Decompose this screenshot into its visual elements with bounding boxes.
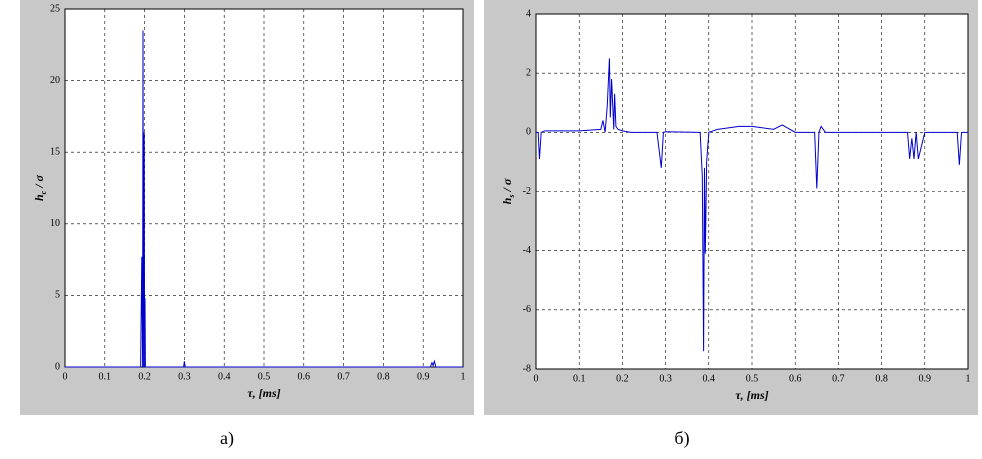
y-tick-label: -2 [523,186,531,197]
x-tick-label: 0.4 [703,373,716,384]
x-tick-label: 1 [461,371,466,382]
x-tick-label: 0.5 [746,373,759,384]
y-axis-label-part: / σ [32,174,46,190]
y-tick-label: -8 [523,363,531,374]
y-tick-label: 5 [55,290,60,301]
x-tick-label: 0.9 [417,371,430,382]
x-tick-label: 0.7 [337,371,350,382]
x-tick-label: 0.5 [258,371,271,382]
x-tick-label: 1 [966,373,971,384]
y-tick-label: 0 [526,127,531,138]
x-tick-label: 0.1 [99,371,112,382]
x-tick-label: 0.9 [919,373,932,384]
x-tick-label: 0.2 [138,371,151,382]
y-axis-label-part: / σ [500,178,514,194]
x-tick-label: 0.7 [832,373,845,384]
x-tick-label: 0.3 [178,371,191,382]
x-tick-label: 0.8 [875,373,888,384]
data-line [536,58,968,352]
y-tick-label: -4 [523,245,531,256]
x-axis-label: τ, [ms] [735,388,768,402]
y-axis-label-part: c [39,190,48,194]
y-axis-label-part: s [507,195,516,199]
x-axis-label: τ, [ms] [247,386,280,400]
y-tick-label: 25 [50,3,60,14]
y-tick-label: 4 [526,8,531,19]
x-tick-label: 0.6 [789,373,802,384]
y-tick-label: 2 [526,67,531,78]
plot-area [64,8,464,368]
x-tick-label: 0.8 [377,371,390,382]
y-axis-label: hc / σ [32,174,49,201]
x-tick-label: 0.2 [616,373,629,384]
y-axis-label-part: h [32,194,46,201]
y-axis-label: hs / σ [500,178,517,204]
x-tick-label: 0.3 [659,373,672,384]
x-tick-label: 0.1 [573,373,586,384]
x-tick-label: 0 [534,373,539,384]
y-tick-label: 10 [50,218,60,229]
y-tick-label: 20 [50,75,60,86]
x-tick-label: 0.6 [298,371,311,382]
y-axis-label-part: h [500,197,514,204]
x-tick-label: 0 [63,371,68,382]
panel-caption: а) [220,428,234,449]
y-tick-label: 15 [50,146,60,157]
data-line [65,30,463,368]
y-tick-label: -6 [523,304,531,315]
x-tick-label: 0.4 [218,371,231,382]
y-tick-label: 0 [55,361,60,372]
panel-caption: б) [674,428,689,449]
